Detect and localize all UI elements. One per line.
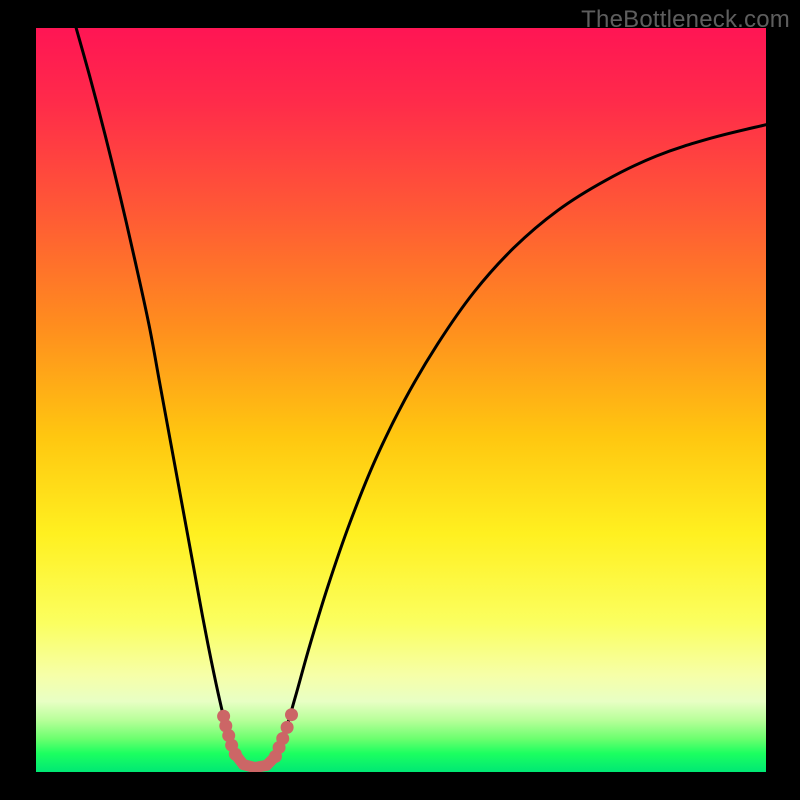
- highlight-dot: [285, 708, 298, 721]
- highlight-dot: [281, 721, 294, 734]
- gradient-background: [36, 28, 766, 772]
- chart-frame: TheBottleneck.com: [0, 0, 800, 800]
- highlight-dot: [276, 732, 289, 745]
- chart-svg: [36, 28, 766, 772]
- highlight-dot: [229, 748, 242, 761]
- chart-plot-area: [36, 28, 766, 772]
